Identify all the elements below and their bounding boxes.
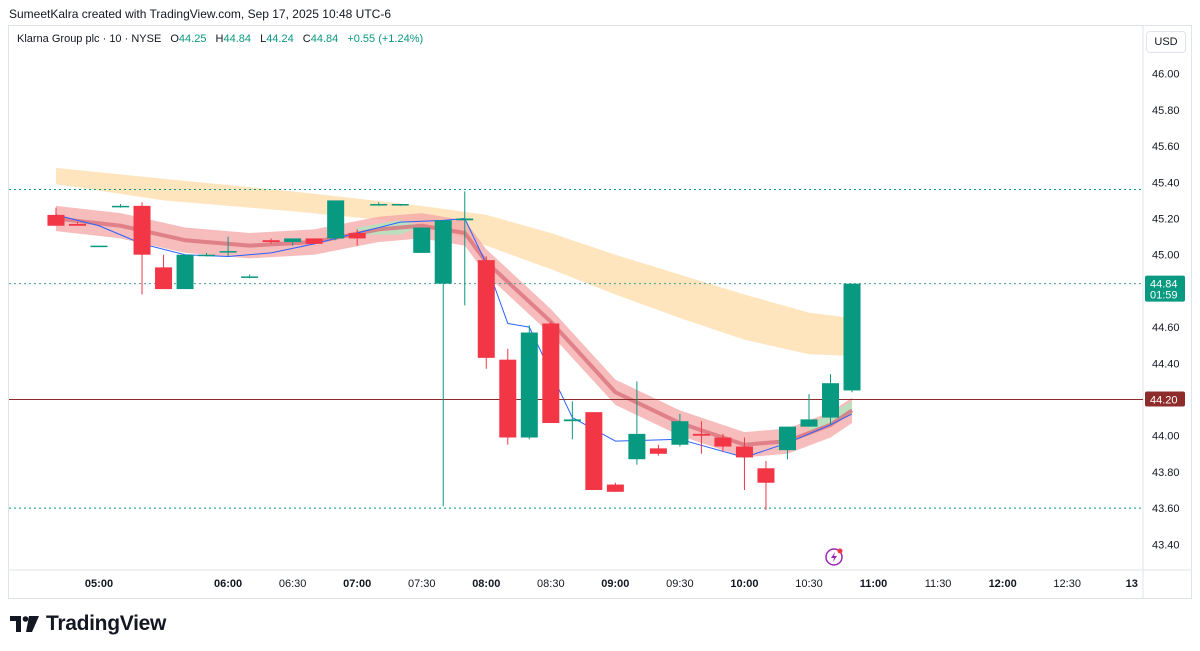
candle-body <box>370 204 388 206</box>
candle-body <box>800 419 818 427</box>
candle-body <box>284 238 302 243</box>
candle-body <box>90 245 108 248</box>
legend-symbol[interactable]: Klarna Group plc · 10 · NYSE <box>17 33 162 45</box>
legend-high-label: H <box>215 33 224 45</box>
candle-body <box>47 214 65 226</box>
y-tick-label: 43.80 <box>1152 467 1180 479</box>
candle-body <box>692 433 710 436</box>
candle-body <box>778 426 796 451</box>
y-tick-label: 45.00 <box>1152 250 1180 262</box>
candle-body <box>628 433 646 460</box>
candle-body <box>327 200 345 239</box>
x-tick-label: 08:30 <box>537 578 565 590</box>
y-tick-label: 45.60 <box>1152 141 1180 153</box>
candle-body <box>241 276 259 278</box>
legend-change: +0.55 (+1.24%) <box>347 33 424 45</box>
tradingview-logo-icon <box>10 616 39 632</box>
candle-body <box>520 332 538 438</box>
legend-open-value: 44.25 <box>178 33 207 45</box>
x-tick-label: 09:30 <box>666 578 694 590</box>
candle-body <box>563 419 581 422</box>
x-tick-label: 07:30 <box>408 578 436 590</box>
candle-body <box>456 218 474 221</box>
candle-body <box>198 254 216 257</box>
candle-body <box>649 448 667 454</box>
candle-body <box>112 205 130 208</box>
brand-logo[interactable]: TradingView <box>10 612 166 636</box>
y-tick-label: 45.20 <box>1152 214 1180 226</box>
candle-body <box>585 412 603 490</box>
legend-open-label: O <box>170 33 179 45</box>
x-tick-label: 10:00 <box>730 578 758 590</box>
y-tick-label: 45.80 <box>1152 105 1180 117</box>
price-tag <box>1145 391 1185 407</box>
candle-body <box>434 220 452 284</box>
x-tick-label: 06:30 <box>279 578 307 590</box>
candle-body <box>262 240 280 243</box>
y-tick-label: 46.00 <box>1152 69 1180 81</box>
candle-body <box>305 238 323 244</box>
candle-body <box>757 468 775 483</box>
x-tick-label: 11:30 <box>925 578 952 590</box>
y-tick-label: 43.40 <box>1152 539 1180 551</box>
chart-legend: Klarna Group plc · 10 · NYSE O44.25 H44.… <box>17 33 423 45</box>
candle-body <box>68 223 86 226</box>
candle-body <box>671 421 689 445</box>
legend-high-value: 44.84 <box>223 33 251 45</box>
candle-body <box>843 283 861 391</box>
chart-credit: SumeetKalra created with TradingView.com… <box>9 7 391 21</box>
currency-button[interactable]: USD <box>1146 31 1186 53</box>
y-tick-label: 44.40 <box>1152 358 1180 370</box>
x-tick-label: 09:00 <box>601 578 629 590</box>
x-tick-label: 07:00 <box>343 578 371 590</box>
chart-frame <box>8 25 1192 599</box>
legend-low-label: L <box>260 33 267 45</box>
candle-body <box>391 204 409 206</box>
candle-body <box>348 232 366 239</box>
fast-ma-line <box>55 214 853 458</box>
candle-body <box>542 323 560 424</box>
x-tick-label: 10:30 <box>795 578 823 590</box>
lightning-event-icon[interactable] <box>825 548 843 566</box>
y-tick-label: 44.00 <box>1152 431 1180 443</box>
candle-body <box>822 383 840 418</box>
candle-body <box>477 260 495 358</box>
price-tag-countdown: 01:59 <box>1150 290 1178 302</box>
candle-body <box>155 267 173 290</box>
price-tag-value: 44.84 <box>1150 279 1178 291</box>
x-tick-label: 11:00 <box>860 578 888 590</box>
candle-body <box>219 251 237 253</box>
legend-close-label: C <box>302 33 311 45</box>
legend-close-value: 44.84 <box>310 33 339 45</box>
legend-low-value: 44.24 <box>266 33 294 45</box>
candle-body <box>735 446 753 458</box>
candle-body <box>176 254 194 290</box>
y-tick-label: 43.60 <box>1152 503 1180 515</box>
ribbon-line <box>55 216 854 447</box>
x-tick-label: 12:00 <box>989 578 1017 590</box>
candle-body <box>714 437 732 447</box>
y-tick-label: 44.60 <box>1152 322 1180 334</box>
y-tick-label: 45.40 <box>1152 177 1180 189</box>
candle-body <box>133 205 151 255</box>
x-tick-label: 05:00 <box>85 578 113 590</box>
cloud-band <box>55 167 853 357</box>
x-tick-label: 13 <box>1126 578 1138 590</box>
candle-body <box>413 227 431 253</box>
x-tick-label: 08:00 <box>472 578 500 590</box>
price-tag <box>1145 275 1185 302</box>
candle-body <box>606 484 624 492</box>
x-tick-label: 12:30 <box>1053 578 1081 590</box>
price-tag-value: 44.20 <box>1150 394 1178 406</box>
brand-name: TradingView <box>46 612 167 635</box>
x-tick-label: 06:00 <box>214 578 242 590</box>
candle-body <box>499 359 517 438</box>
